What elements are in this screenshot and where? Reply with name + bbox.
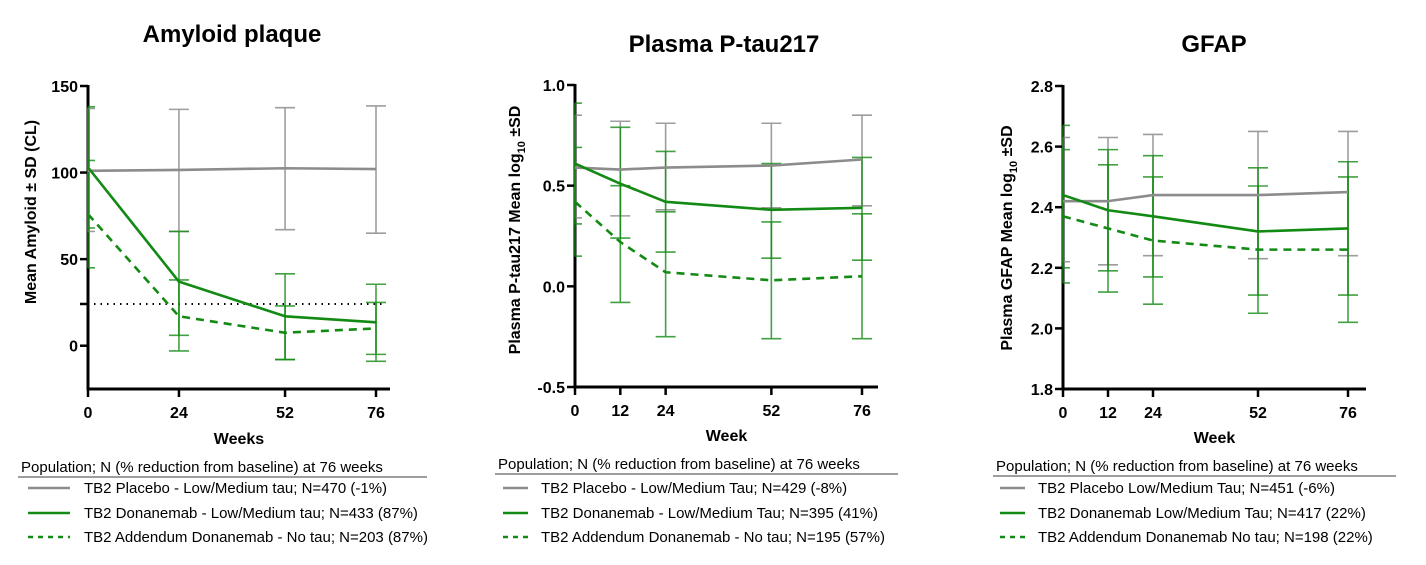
y-tick-label: 2.6	[1031, 140, 1053, 157]
legend: Population; N (% reduction from baseline…	[993, 458, 1396, 546]
series-line-addendum	[1062, 215, 1348, 251]
error-bars-donanemab	[87, 105, 386, 363]
chart-title: Plasma P-tau217	[629, 31, 820, 58]
y-tick-label: 1.8	[1031, 382, 1053, 399]
x-tick-label: 12	[1099, 405, 1117, 422]
y-tick-label: 100	[51, 166, 78, 183]
legend-entry-placebo: TB2 Placebo - Low/Medium tau; N=470 (-1%…	[84, 480, 387, 497]
legend: Population; N (% reduction from baseline…	[18, 459, 428, 546]
series-line-donanemab	[86, 166, 377, 324]
y-axis-label: Plasma P-tau217 Mean log10 ±SD	[507, 106, 528, 355]
y-tick-label: 2.0	[1031, 321, 1053, 338]
y-tick-label: 1.0	[543, 78, 565, 95]
y-tick-label: 2.8	[1031, 79, 1053, 96]
x-tick-label: 76	[853, 403, 871, 420]
legend-title: Population; N (% reduction from baseline…	[21, 459, 383, 476]
x-tick-label: 24	[1144, 405, 1162, 422]
legend: Population; N (% reduction from baseline…	[495, 456, 898, 546]
x-axis-label: Week	[706, 428, 748, 445]
chart-title: Amyloid plaque	[143, 21, 322, 48]
y-tick-label: 0.0	[543, 279, 565, 296]
x-tick-label: 52	[276, 405, 294, 422]
legend-entry-donanemab: TB2 Donanemab - Low/Medium Tau; N=395 (4…	[541, 505, 878, 522]
x-tick-label: 76	[367, 405, 385, 422]
x-axis-label: Week	[1194, 430, 1236, 447]
y-tick-label: 50	[60, 252, 78, 269]
x-tick-label: 24	[170, 405, 188, 422]
x-axis-label: Weeks	[214, 431, 265, 448]
x-tick-label: 52	[1249, 405, 1267, 422]
chart-panel-3: GFAP 1.8 2.0 2.2 2.4 2.6 2.8 0 12 24 52 76 Week Plasm…	[993, 31, 1396, 546]
legend-entry-addendum: TB2 Addendum Donanemab - No tau; N=203 (…	[84, 529, 428, 546]
x-tick-label: 0	[571, 403, 580, 420]
legend-title: Population; N (% reduction from baseline…	[996, 458, 1358, 475]
y-axis-label: Mean Amyloid ± SD (CL)	[23, 120, 40, 304]
chart-panel-2: Plasma P-tau217 -0.5 0.0 0.5 1.0 0 12 24 52 76 Wee…	[495, 31, 898, 546]
x-tick-label: 76	[1339, 405, 1357, 422]
x-tick-label: 0	[84, 405, 93, 422]
x-tick-label: 0	[1059, 405, 1068, 422]
y-tick-label: 0	[69, 339, 78, 356]
series-line-placebo	[1063, 190, 1349, 203]
legend-entry-donanemab: TB2 Donanemab Low/Medium Tau; N=417 (22%…	[1038, 505, 1366, 522]
legend-entry-addendum: TB2 Addendum Donanemab No tau; N=198 (22…	[1038, 529, 1373, 546]
series-line-placebo	[574, 158, 863, 171]
legend-entry-placebo: TB2 Placebo - Low/Medium Tau; N=429 (-8%…	[541, 480, 847, 497]
legend-entry-donanemab: TB2 Donanemab - Low/Medium tau; N=433 (8…	[84, 505, 418, 522]
y-axis-label: Plasma GFAP Mean log10 ±SD	[999, 125, 1020, 350]
chart-title: GFAP	[1181, 31, 1246, 58]
series-line-addendum	[574, 200, 863, 282]
y-tick-label: 0.5	[543, 179, 565, 196]
y-tick-label: -0.5	[537, 380, 565, 397]
x-tick-label: 24	[657, 403, 675, 420]
legend-entry-placebo: TB2 Placebo Low/Medium Tau; N=451 (-6%)	[1038, 480, 1335, 497]
legend-entry-addendum: TB2 Addendum Donanemab - No tau; N=195 (…	[541, 529, 885, 546]
series-line-placebo	[87, 166, 377, 173]
series-line-addendum	[87, 213, 377, 335]
x-tick-label: 12	[611, 403, 629, 420]
y-tick-label: 2.2	[1031, 261, 1053, 278]
legend-title: Population; N (% reduction from baseline…	[498, 456, 860, 473]
x-tick-label: 52	[762, 403, 780, 420]
y-tick-label: 150	[51, 79, 78, 96]
y-tick-label: 2.4	[1031, 200, 1053, 217]
chart-panel-1: Amyloid plaque 0 50 100 150 0 24 52 76 Weeks Mean …	[18, 21, 428, 546]
